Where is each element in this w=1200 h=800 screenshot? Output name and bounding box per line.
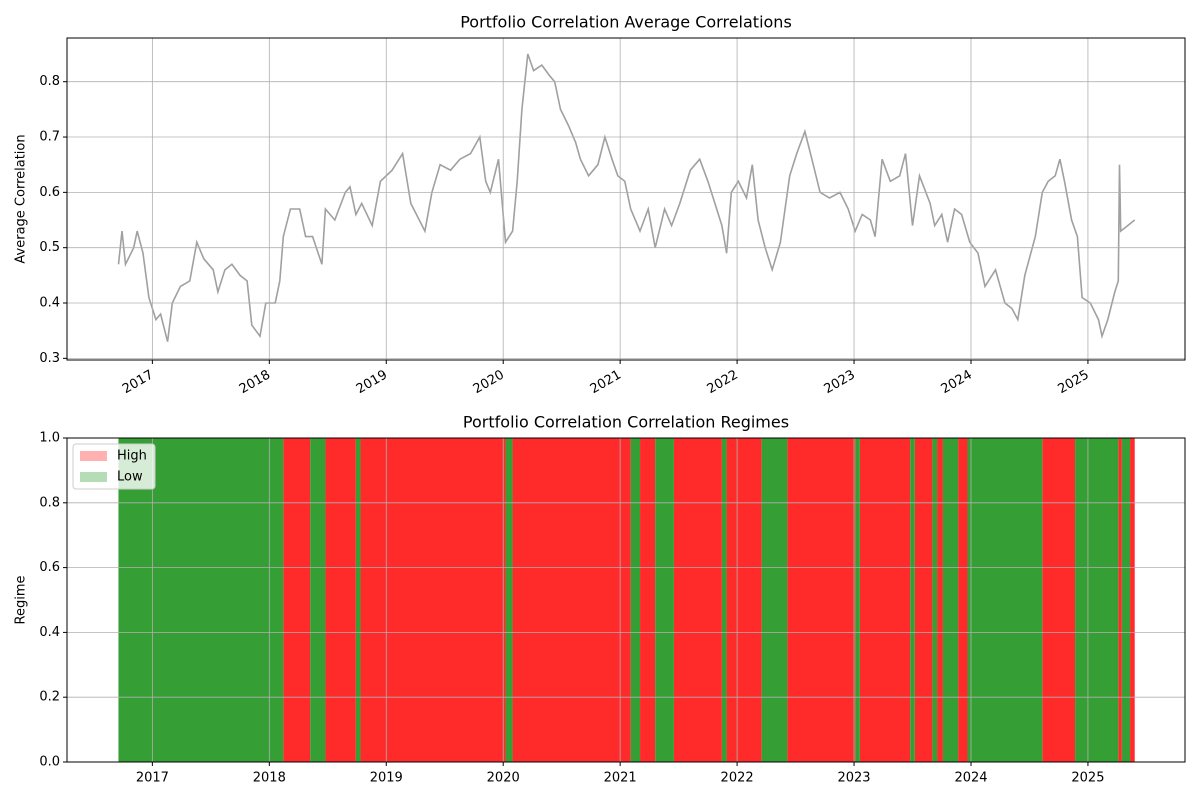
y-tick-label: 0.4 — [39, 296, 60, 311]
regime-span — [640, 438, 656, 762]
y-tick-label: 0.6 — [39, 185, 60, 200]
x-tick-label: 2025 — [1071, 771, 1104, 786]
regime-span — [910, 438, 915, 762]
chart-title: Portfolio Correlation Average Correlatio… — [460, 13, 792, 32]
x-tick-label: 2017 — [120, 368, 156, 398]
legend-label: Low — [117, 470, 143, 485]
x-tick-label: 2019 — [370, 771, 403, 786]
plot-area — [117, 53, 1136, 342]
regime-span — [942, 438, 959, 762]
regime-span — [283, 438, 311, 762]
y-tick-label: 0.8 — [39, 74, 60, 89]
regime-span — [505, 438, 513, 762]
plot-area — [118, 438, 1135, 762]
x-tick-label: 2024 — [939, 368, 975, 398]
regime-span — [1042, 438, 1076, 762]
y-tick-label: 1.0 — [39, 431, 60, 446]
regime-span — [958, 438, 968, 762]
x-tick-label: 2017 — [136, 771, 169, 786]
x-tick-label: 2020 — [471, 368, 507, 398]
y-tick-label: 0.5 — [39, 240, 60, 255]
y-tick-label: 0.7 — [39, 130, 60, 145]
regime-span — [914, 438, 933, 762]
regime-span — [655, 438, 674, 762]
legend: High Low — [72, 443, 156, 490]
y-tick-label: 0.2 — [39, 690, 60, 705]
regime-span — [1075, 438, 1119, 762]
regime-span — [721, 438, 727, 762]
regime-span — [787, 438, 856, 762]
y-tick-label: 0.4 — [39, 625, 60, 640]
x-tick-label: 2018 — [253, 771, 286, 786]
regime-span — [967, 438, 1043, 762]
regime-span — [630, 438, 641, 762]
y-tick-label: 0.3 — [39, 351, 60, 366]
regime-span — [325, 438, 356, 762]
regime-span — [355, 438, 361, 762]
regime-span — [1130, 438, 1135, 762]
y-tick-label: 0.0 — [39, 755, 60, 770]
x-tick-label: 2020 — [487, 771, 520, 786]
regime-span — [1118, 438, 1122, 762]
y-axis-label: Average Correlation — [14, 134, 29, 263]
legend-label: High — [117, 449, 147, 464]
regime-span — [761, 438, 788, 762]
legend-swatch — [80, 472, 107, 482]
regime-span — [360, 438, 506, 762]
x-tick-label: 2023 — [837, 771, 870, 786]
regime-span — [512, 438, 631, 762]
x-tick-label: 2025 — [1056, 368, 1092, 398]
x-tick-label: 2021 — [604, 771, 637, 786]
regime-span — [855, 438, 860, 762]
regime-span — [310, 438, 326, 762]
correlation-line — [117, 53, 1136, 342]
regime-span — [1121, 438, 1131, 762]
regime-span — [859, 438, 911, 762]
legend-swatch — [80, 451, 107, 461]
y-tick-label: 0.6 — [39, 560, 60, 575]
y-tick-label: 0.8 — [39, 495, 60, 510]
regime-span — [726, 438, 762, 762]
x-tick-label: 2018 — [237, 368, 273, 398]
regime-span — [673, 438, 722, 762]
x-tick-label: 2024 — [954, 771, 987, 786]
x-tick-label: 2021 — [588, 368, 624, 398]
plot-frame — [66, 437, 1186, 763]
regime-span — [932, 438, 938, 762]
chart-title: Portfolio Correlation Correlation Regime… — [463, 413, 789, 432]
x-tick-label: 2022 — [705, 368, 741, 398]
legend-box — [72, 443, 156, 490]
y-axis-label: Regime — [14, 576, 29, 625]
x-tick-label: 2023 — [822, 368, 858, 398]
x-tick-label: 2019 — [354, 368, 390, 398]
plot-frame — [66, 37, 1186, 361]
regime-span — [937, 438, 943, 762]
regime-span — [118, 438, 284, 762]
x-tick-label: 2022 — [721, 771, 754, 786]
